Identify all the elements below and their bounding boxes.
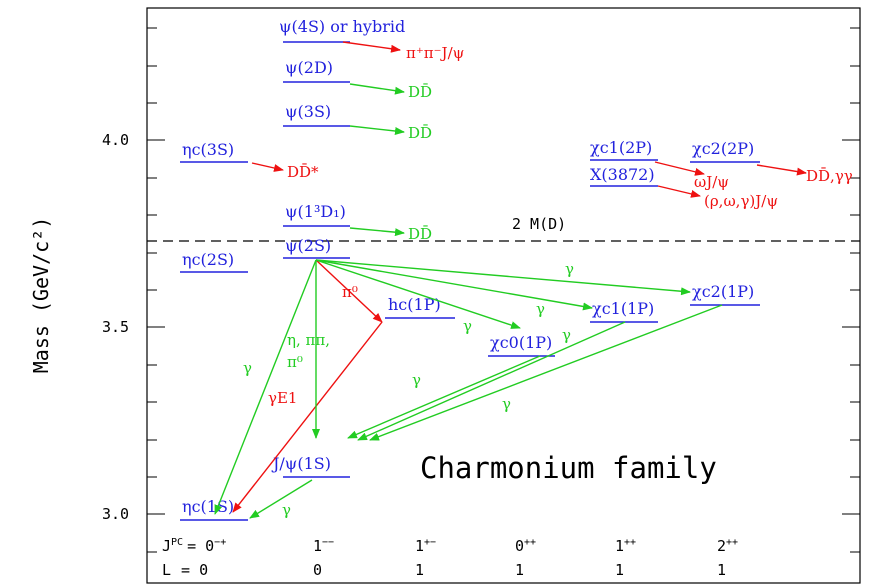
jpc-col-2: 1+− bbox=[415, 537, 436, 555]
gamma-label-jpsi-etac1s: γ bbox=[282, 501, 291, 519]
arrow-hc-etac1s-gammaE1 bbox=[232, 321, 383, 513]
gamma-label-chic0-jpsi: γ bbox=[412, 371, 421, 389]
y-axis-label: Mass (GeV/c²) bbox=[29, 217, 53, 374]
decay-label-rhoomegagamma: (ρ,ω,γ)J/ψ bbox=[704, 192, 778, 210]
gamma-e1-label: γE1 bbox=[268, 389, 297, 407]
gamma-label-chic2-jpsi: γ bbox=[502, 395, 511, 413]
decay-label-omegajpsi: ωJ/ψ bbox=[694, 173, 729, 191]
label-chic01p: χc0(1P) bbox=[490, 333, 552, 352]
diagram-title: Charmonium family bbox=[420, 451, 717, 485]
arrow-psi2s-chic2 bbox=[315, 259, 691, 296]
gamma-label-chic1: γ bbox=[536, 300, 545, 318]
arrow-chic2-jpsi bbox=[369, 304, 723, 441]
quantum-numbers: JPC = 0−+ L = 0 1−− 0 1+− 1 0++ 1 1++ 1 2+… bbox=[162, 537, 738, 579]
decay-label-dd-psi13d1: DD̄ bbox=[408, 225, 432, 243]
arrow-psi4s-pipijpsi bbox=[342, 41, 401, 53]
arrow-jpsi-etac1s bbox=[249, 479, 313, 519]
decay-label-pipijpsi: π⁺π⁻J/ψ bbox=[406, 44, 464, 62]
l-col-1: 0 bbox=[313, 561, 322, 579]
label-etac2s: ηc(2S) bbox=[182, 250, 234, 269]
label-chic12p: χc1(2P) bbox=[590, 138, 652, 157]
l-col-3: 1 bbox=[515, 561, 524, 579]
arrow-psi13d1-dd bbox=[349, 227, 405, 237]
label-psi3s: ψ(3S) bbox=[285, 102, 331, 121]
label-psi13d1: ψ(1³D₁) bbox=[285, 202, 346, 221]
label-chic11p: χc1(1P) bbox=[592, 299, 654, 318]
label-hc1p: hc(1P) bbox=[388, 295, 441, 314]
pi0-label: π⁰ bbox=[342, 283, 358, 301]
gamma-label-chic2: γ bbox=[565, 260, 574, 278]
arrow-chic0-jpsi bbox=[347, 355, 541, 439]
arrow-x3872-rhoomegagamma bbox=[657, 185, 701, 198]
l-col-5: 1 bbox=[717, 561, 726, 579]
y-tick-3.5: 3.5 bbox=[102, 318, 129, 336]
decay-label-dd-psi3s: DD̄ bbox=[408, 124, 432, 142]
jpc-col-1: 1−− bbox=[313, 537, 334, 555]
label-psi2d: ψ(2D) bbox=[285, 58, 333, 77]
label-etac3s: ηc(3S) bbox=[182, 140, 234, 159]
label-chic22p: χc2(2P) bbox=[692, 139, 754, 158]
jpc-col-3: 0++ bbox=[515, 537, 536, 555]
y-tick-3.0: 3.0 bbox=[102, 505, 129, 523]
gamma-label-chic0: γ bbox=[463, 317, 472, 335]
arrow-chic12p-omegajpsi bbox=[654, 161, 705, 176]
arrow-psi2s-hc-pi0 bbox=[315, 259, 383, 323]
dd-threshold-label: 2 M(D) bbox=[512, 215, 566, 233]
y-tick-4.0: 4.0 bbox=[102, 131, 129, 149]
decay-label-ddstar: DD̄* bbox=[287, 163, 319, 181]
arrow-etac3s-ddstar bbox=[251, 162, 284, 172]
label-jpsi: J/ψ(1S) bbox=[271, 454, 331, 473]
decay-label-dd-psi2d: DD̄ bbox=[408, 83, 432, 101]
label-chic21p: χc2(1P) bbox=[692, 282, 754, 301]
l-col-2: 1 bbox=[415, 561, 424, 579]
decay-label-ddgammagamma: DD̄,γγ bbox=[806, 167, 853, 185]
eta-pipi-label-2: π⁰ bbox=[287, 353, 303, 371]
label-etac1s: ηc(1S) bbox=[182, 497, 234, 516]
l-prefix: L = 0 bbox=[162, 561, 208, 579]
arrow-psi2d-dd bbox=[349, 83, 405, 95]
green-transitions bbox=[214, 83, 723, 519]
arrow-psi3s-dd bbox=[349, 125, 405, 135]
plot-frame bbox=[146, 7, 861, 584]
y-axis-ticks bbox=[147, 27, 860, 553]
jpc-prefix: JPC = 0−+ bbox=[162, 537, 226, 555]
jpc-col-4: 1++ bbox=[615, 537, 636, 555]
jpc-col-5: 2++ bbox=[717, 537, 738, 555]
arrow-chic1-jpsi bbox=[357, 321, 626, 441]
label-x3872: X(3872) bbox=[590, 165, 655, 184]
eta-pipi-label: η, ππ, bbox=[287, 331, 330, 349]
arrow-psi2s-chic0 bbox=[315, 259, 521, 329]
gamma-label-psi2s-etac1s: γ bbox=[243, 359, 252, 377]
label-psi4s: ψ(4S) or hybrid bbox=[279, 17, 405, 36]
gamma-label-chic1-jpsi: γ bbox=[562, 326, 571, 344]
arrow-chic22p-dd bbox=[756, 164, 807, 176]
arrow-psi2s-etac1s bbox=[214, 259, 317, 515]
label-psi2s: ψ(2S) bbox=[285, 236, 331, 255]
l-col-4: 1 bbox=[615, 561, 624, 579]
hadronic-transitions bbox=[232, 41, 807, 513]
state-levels bbox=[180, 41, 760, 521]
arrow-psi2s-chic1 bbox=[315, 259, 593, 311]
